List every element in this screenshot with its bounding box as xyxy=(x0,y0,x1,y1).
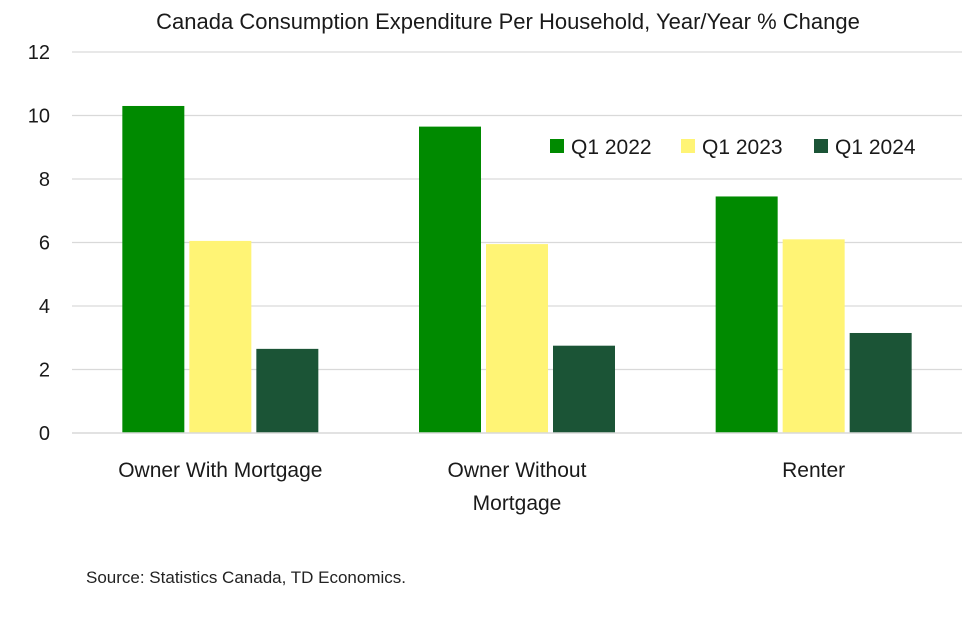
bar xyxy=(782,239,845,433)
legend-label: Q1 2024 xyxy=(835,136,916,159)
legend-swatch xyxy=(550,139,564,153)
bar xyxy=(486,244,548,433)
bar xyxy=(419,126,481,434)
y-tick-label: 12 xyxy=(28,42,50,64)
bars xyxy=(122,105,912,434)
bar xyxy=(122,105,185,433)
y-tick-label: 6 xyxy=(39,233,50,255)
bar xyxy=(189,240,252,433)
x-tick-label: Renter xyxy=(782,459,845,482)
y-tick-label: 8 xyxy=(39,169,50,191)
legend-label: Q1 2022 xyxy=(571,136,652,159)
legend-swatch xyxy=(681,139,695,153)
legend-label: Q1 2023 xyxy=(702,136,783,159)
x-tick-label: Owner With Mortgage xyxy=(118,459,322,482)
x-axis-category-labels: Owner With Mortgage Owner Without Mortgage… xyxy=(118,459,845,515)
bar xyxy=(256,348,319,433)
x-tick-label: Mortgage xyxy=(473,492,562,515)
y-tick-label: 0 xyxy=(39,423,50,445)
source-note: Source: Statistics Canada, TD Economics. xyxy=(86,568,406,587)
y-tick-label: 4 xyxy=(39,296,50,318)
bar xyxy=(715,196,778,433)
x-tick-label: Owner Without xyxy=(448,459,587,482)
y-tick-label: 2 xyxy=(39,360,50,382)
y-axis-tick-labels: 0 2 4 6 8 10 12 xyxy=(28,42,50,445)
legend-swatch xyxy=(814,139,828,153)
legend: Q1 2022 Q1 2023 Q1 2024 xyxy=(550,136,916,159)
bar xyxy=(553,345,615,433)
y-tick-label: 10 xyxy=(28,106,50,128)
chart-title: Canada Consumption Expenditure Per House… xyxy=(156,9,860,34)
bar xyxy=(849,332,912,433)
